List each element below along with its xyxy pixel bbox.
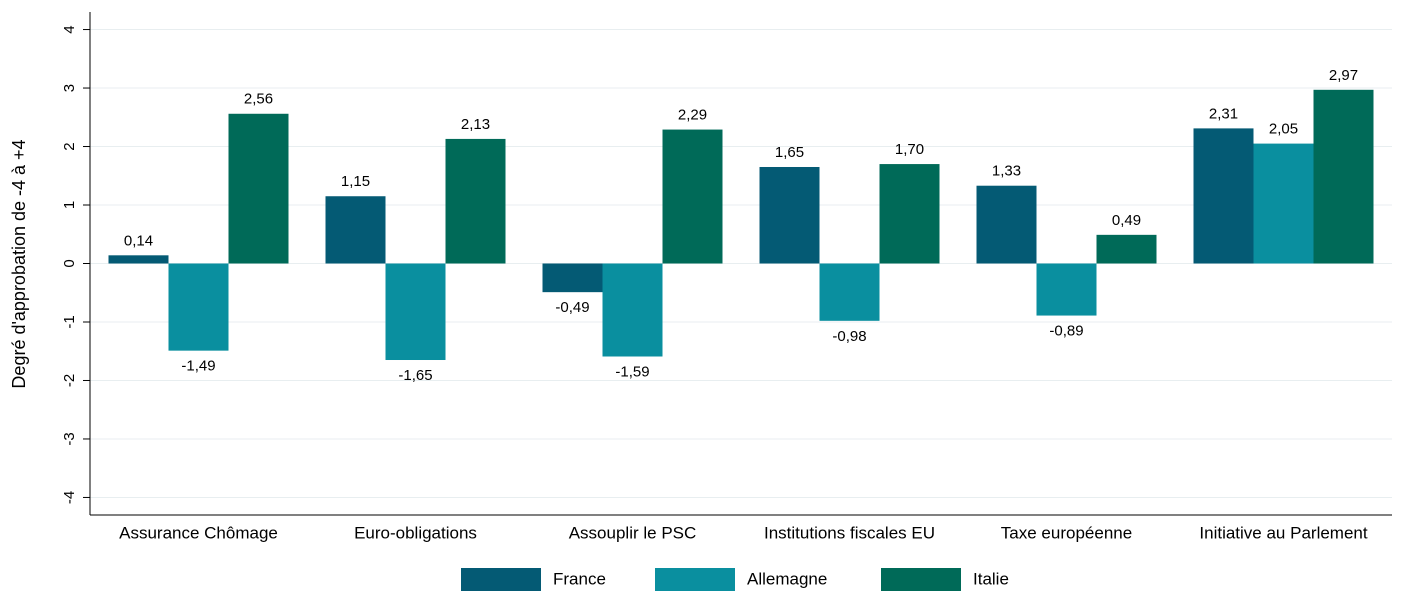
x-tick-label: Assurance Chômage — [119, 523, 278, 542]
bar — [602, 263, 663, 357]
x-tick-label: Euro-obligations — [354, 523, 477, 542]
x-tick-label: Taxe européenne — [1001, 523, 1132, 542]
y-axis-label: Degré d'approbation de -4 à +4 — [9, 139, 29, 388]
value-label: -1,59 — [615, 363, 649, 380]
value-label: -1,65 — [398, 367, 432, 384]
y-tick-label: 2 — [61, 142, 78, 150]
bar — [976, 185, 1037, 264]
y-tick-label: 3 — [61, 84, 78, 92]
bar — [228, 113, 289, 264]
y-tick-label: 0 — [61, 259, 78, 267]
bar — [1193, 128, 1254, 264]
value-label: -1,49 — [181, 358, 215, 375]
y-tick-label: -2 — [61, 374, 78, 387]
bar — [1036, 263, 1097, 316]
value-label: -0,98 — [832, 328, 866, 345]
bar — [1313, 89, 1374, 264]
value-label: 2,56 — [244, 91, 273, 108]
bar — [1253, 143, 1314, 264]
bar — [819, 263, 880, 321]
value-label: 2,13 — [461, 116, 490, 133]
value-label: 0,14 — [124, 232, 153, 249]
bar — [542, 263, 603, 293]
x-tick-label: Institutions fiscales EU — [764, 523, 935, 542]
legend-label: Allemagne — [747, 569, 827, 588]
legend-swatch — [881, 568, 961, 591]
x-tick-label: Initiative au Parlement — [1199, 523, 1367, 542]
bar — [445, 138, 506, 264]
value-label: -0,89 — [1049, 323, 1083, 340]
value-label: 2,31 — [1209, 105, 1238, 122]
value-label: 2,29 — [678, 107, 707, 124]
value-label: -0,49 — [555, 299, 589, 316]
bar — [879, 164, 940, 264]
value-label: 2,05 — [1269, 121, 1298, 138]
y-tick-label: -3 — [61, 432, 78, 445]
bar — [385, 263, 446, 361]
legend-label: France — [553, 569, 606, 588]
value-label: 0,49 — [1112, 212, 1141, 229]
y-tick-label: 4 — [61, 25, 78, 33]
bar — [168, 263, 229, 351]
bar — [1096, 234, 1157, 264]
bar — [108, 255, 169, 264]
bar — [759, 166, 820, 264]
x-tick-label: Assouplir le PSC — [569, 523, 697, 542]
y-tick-label: -1 — [61, 315, 78, 328]
y-tick-label: -4 — [61, 491, 78, 504]
value-label: 1,33 — [992, 163, 1021, 180]
bar — [325, 196, 386, 264]
legend-swatch — [655, 568, 735, 591]
y-tick-label: 1 — [61, 201, 78, 209]
value-label: 1,15 — [341, 173, 370, 190]
value-label: 1,70 — [895, 141, 924, 158]
legend-swatch — [461, 568, 541, 591]
legend-label: Italie — [973, 569, 1009, 588]
bar — [662, 129, 723, 264]
value-label: 1,65 — [775, 144, 804, 161]
value-label: 2,97 — [1329, 67, 1358, 84]
